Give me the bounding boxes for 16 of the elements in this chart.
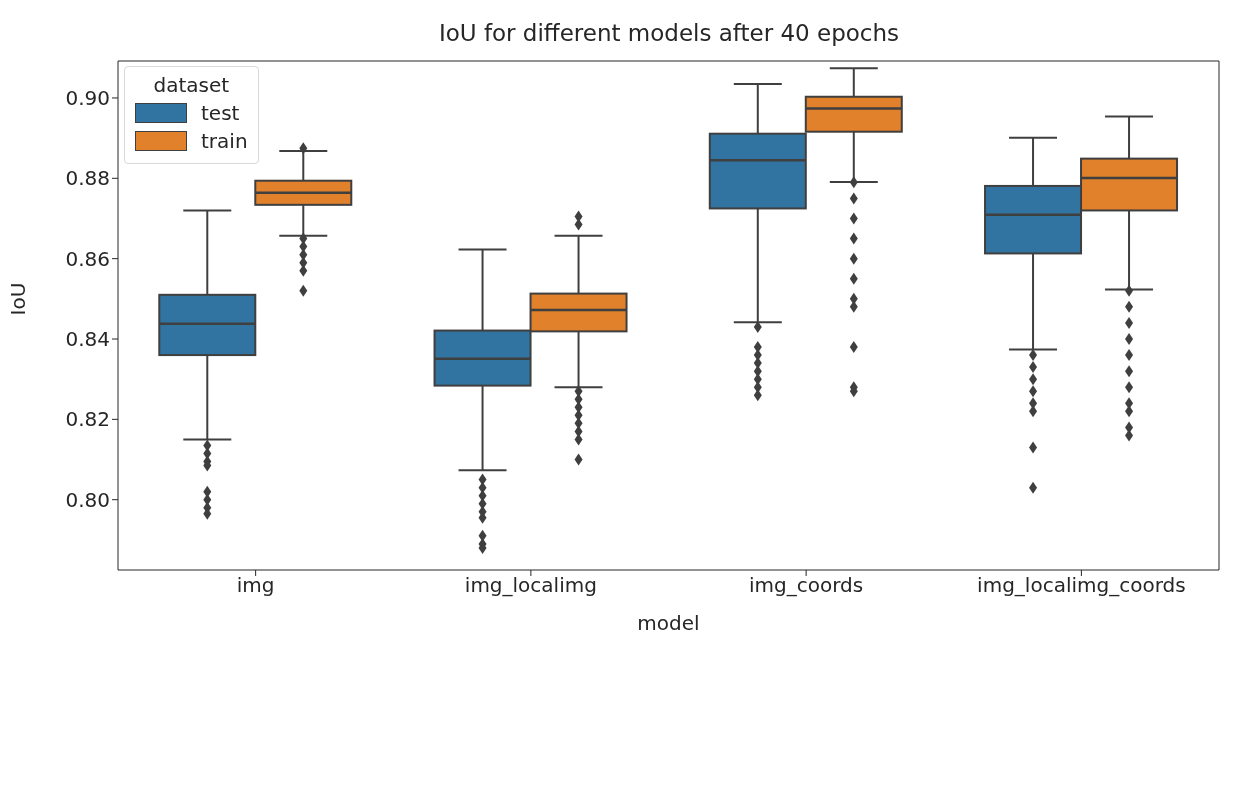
legend-label: test — [201, 101, 240, 125]
legend-title: dataset — [152, 73, 231, 97]
y-tick-label: 0.88 — [65, 166, 110, 191]
x-tick-label: img_localimg_coords — [977, 573, 1186, 598]
x-tick-label: img_coords — [749, 573, 864, 598]
x-tick-label: img — [236, 573, 275, 598]
y-axis-title: IoU — [6, 282, 31, 316]
y-tick-label: 0.86 — [65, 246, 110, 271]
y-tick-label: 0.84 — [65, 327, 110, 352]
x-axis-title: model — [637, 611, 700, 635]
y-tick-label: 0.82 — [65, 407, 110, 432]
y-tick-label: 0.90 — [65, 86, 110, 111]
chart-title: IoU for different models after 40 epochs — [437, 20, 901, 46]
legend-label: train — [201, 129, 248, 153]
x-tick-label: img_localimg — [464, 573, 597, 598]
y-tick-label: 0.80 — [65, 487, 110, 512]
